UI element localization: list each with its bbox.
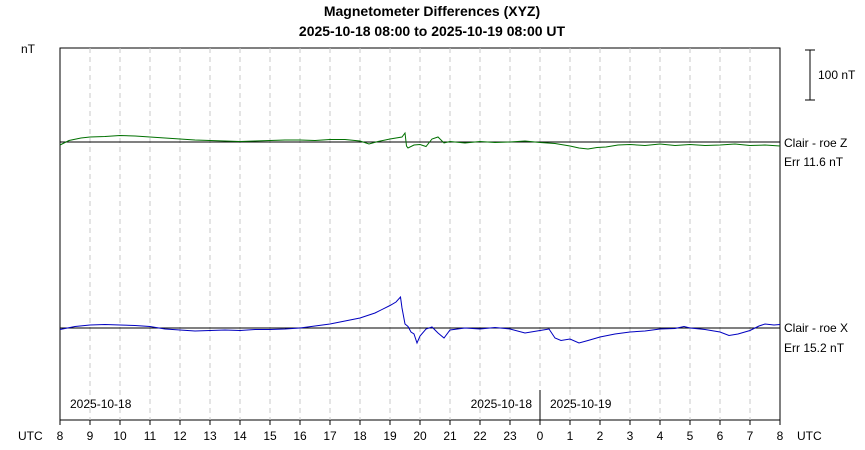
x-tick-label: 5 — [687, 429, 694, 443]
x-tick-label: 8 — [57, 429, 64, 443]
y-unit-label: nT — [21, 42, 36, 56]
x-tick-label: 22 — [473, 429, 487, 443]
x-tick-labels: 8 9 10 11 12 13 14 15 16 17 18 19 20 21 22 23 0 1 2 3 4 5 6 7 8 — [57, 420, 784, 443]
x-tick-label: 2 — [597, 429, 604, 443]
x-tick-label: 19 — [383, 429, 397, 443]
chart-title: Magnetometer Differences (XYZ) — [324, 3, 540, 19]
series-x-error: Err 15.2 nT — [784, 341, 845, 355]
series-x-label: Clair - roe X — [784, 321, 848, 335]
x-tick-label: 21 — [443, 429, 457, 443]
x-tick-label: 13 — [203, 429, 217, 443]
date-label-before-midnight: 2025-10-18 — [471, 397, 533, 411]
series-line — [59, 131, 781, 150]
x-tick-label: 23 — [503, 429, 517, 443]
chart-subtitle: 2025-10-18 08:00 to 2025-10-19 08:00 UT — [299, 23, 566, 39]
x-tick-label: 20 — [413, 429, 427, 443]
x-tick-label: 17 — [323, 429, 337, 443]
series-lines — [59, 131, 781, 345]
x-tick-label: 6 — [717, 429, 724, 443]
scale-bar: 100 nT — [805, 49, 856, 101]
x-tick-label: 8 — [777, 429, 784, 443]
x-tick-label: 4 — [657, 429, 664, 443]
x-tick-label: 0 — [537, 429, 544, 443]
x-tick-label: 11 — [144, 429, 157, 443]
x-tick-label: 10 — [113, 429, 127, 443]
x-tick-label: 9 — [87, 429, 94, 443]
date-label-after-midnight: 2025-10-19 — [550, 397, 612, 411]
series-z-error: Err 11.6 nT — [784, 155, 844, 169]
series-line — [59, 295, 781, 345]
x-axis-label-right: UTC — [797, 429, 822, 443]
x-tick-label: 3 — [627, 429, 634, 443]
x-tick-label: 18 — [353, 429, 367, 443]
x-tick-label: 14 — [233, 429, 247, 443]
x-tick-label: 7 — [747, 429, 754, 443]
x-tick-label: 15 — [263, 429, 277, 443]
x-tick-label: 1 — [567, 429, 574, 443]
x-tick-label: 16 — [293, 429, 307, 443]
series-baselines — [60, 141, 780, 329]
series-z-label: Clair - roe Z — [784, 136, 847, 150]
vertical-grid — [89, 48, 751, 420]
x-axis-label-left: UTC — [18, 429, 43, 443]
date-label-start: 2025-10-18 — [70, 397, 132, 411]
x-tick-label: 12 — [173, 429, 187, 443]
scale-bar-label: 100 nT — [818, 68, 856, 82]
